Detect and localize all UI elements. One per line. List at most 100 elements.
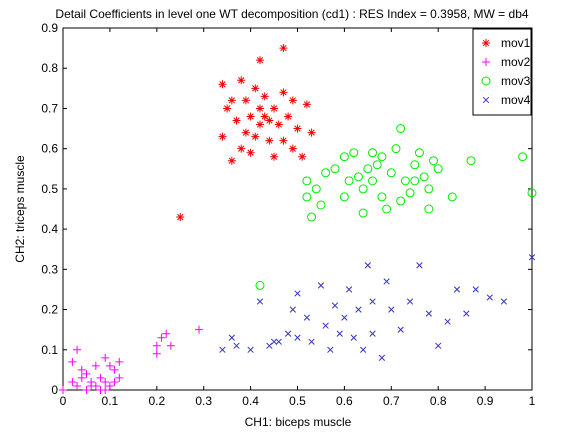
marker [105, 361, 114, 370]
marker [237, 76, 246, 85]
marker [270, 338, 278, 345]
marker [444, 318, 451, 325]
y-tick-label: 0.8 [41, 61, 58, 75]
x-tick-label: 0.6 [336, 394, 353, 408]
marker [336, 330, 343, 337]
marker [518, 152, 528, 162]
y-tick-label: 0.3 [41, 262, 58, 276]
marker [293, 124, 302, 133]
x-tick-label: 1 [529, 394, 536, 408]
marker [302, 176, 312, 186]
legend: mov1 mov2 mov3 mov4 [472, 28, 532, 116]
marker [237, 144, 246, 153]
marker [364, 262, 372, 269]
marker [350, 334, 357, 341]
plot-area [62, 27, 533, 391]
x-axis-label: CH1: biceps muscle [245, 415, 352, 429]
marker [260, 92, 269, 101]
marker [363, 164, 373, 174]
marker [68, 377, 77, 386]
marker [294, 290, 301, 297]
marker [110, 377, 119, 386]
marker [405, 188, 415, 198]
marker [341, 314, 348, 321]
y-tick-label: 0.9 [41, 21, 58, 35]
marker [345, 286, 353, 293]
x-tick-label: 0.3 [195, 394, 212, 408]
marker [308, 338, 315, 345]
y-axis-label: CH2: triceps muscle [13, 155, 27, 263]
marker [349, 148, 359, 158]
x-tick-label: 0.8 [430, 394, 447, 408]
marker [227, 156, 236, 165]
marker [265, 136, 274, 145]
marker [279, 44, 288, 53]
marker [382, 204, 392, 214]
marker [377, 192, 387, 202]
marker [416, 262, 423, 269]
marker [241, 128, 250, 137]
marker [339, 192, 349, 202]
marker [101, 377, 110, 386]
marker [424, 184, 434, 194]
marker [59, 386, 67, 394]
y-tick-label: 0.5 [41, 182, 58, 196]
marker [223, 104, 232, 113]
y-tick-label: 0.6 [41, 142, 58, 156]
marker [274, 120, 283, 129]
marker [246, 148, 255, 157]
y-tick-label: 0.4 [41, 222, 58, 236]
marker [344, 176, 354, 186]
marker [73, 345, 82, 354]
marker [82, 369, 91, 378]
marker [105, 381, 114, 390]
marker [279, 88, 288, 97]
marker [251, 132, 260, 141]
marker [110, 365, 119, 374]
marker [391, 144, 401, 154]
marker [265, 116, 274, 125]
marker [425, 310, 432, 317]
marker [447, 192, 457, 202]
marker [307, 128, 316, 137]
marker [358, 184, 368, 194]
x-tick-label: 0.7 [383, 394, 400, 408]
marker [486, 294, 493, 301]
marker [255, 120, 264, 129]
marker [419, 172, 429, 182]
marker [288, 144, 297, 153]
marker [322, 322, 329, 329]
marker [294, 334, 301, 341]
marker [406, 298, 414, 305]
marker [152, 349, 161, 358]
marker [101, 353, 110, 362]
marker [82, 386, 91, 394]
marker [410, 176, 420, 186]
marker [358, 208, 368, 218]
marker [433, 164, 443, 174]
marker [377, 152, 387, 162]
marker [327, 346, 334, 353]
marker [255, 104, 264, 113]
marker [166, 341, 175, 350]
marker [396, 196, 406, 206]
marker [429, 156, 439, 166]
x-tick-label: 0.5 [289, 394, 306, 408]
y-tick-label: 0.7 [41, 101, 58, 115]
marker [472, 286, 479, 293]
marker [383, 278, 390, 285]
marker [453, 286, 461, 293]
marker [288, 96, 297, 105]
marker [195, 325, 204, 334]
chart-title: Detail Coefficients in level one WT deco… [55, 7, 528, 21]
x-tick-label: 0.4 [242, 394, 259, 408]
marker [270, 104, 279, 113]
marker [152, 341, 161, 350]
marker [251, 84, 260, 93]
marker [316, 200, 326, 210]
marker [289, 306, 296, 313]
marker [241, 96, 250, 105]
marker [275, 338, 282, 345]
